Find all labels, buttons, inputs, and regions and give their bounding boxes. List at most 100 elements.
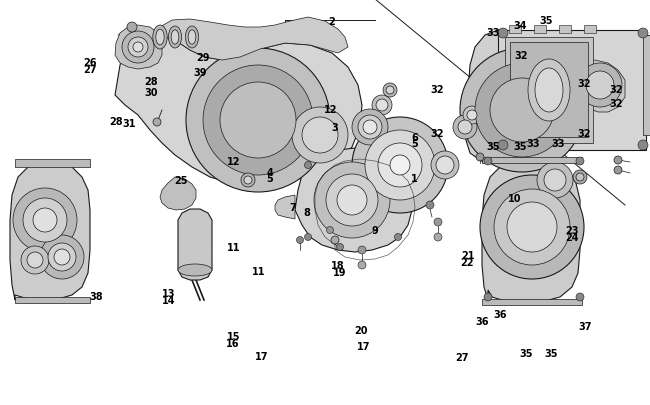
Bar [584, 26, 596, 34]
Circle shape [494, 190, 570, 265]
Circle shape [337, 185, 367, 215]
Circle shape [304, 234, 311, 241]
Circle shape [638, 29, 648, 39]
Text: 28: 28 [144, 77, 157, 87]
Circle shape [463, 107, 481, 125]
Circle shape [363, 121, 377, 135]
Text: 1: 1 [411, 173, 418, 183]
Text: 39: 39 [194, 68, 207, 78]
Circle shape [54, 249, 70, 265]
Circle shape [352, 118, 448, 213]
Polygon shape [10, 162, 90, 300]
Circle shape [326, 175, 378, 226]
Circle shape [23, 198, 67, 243]
Circle shape [480, 175, 584, 279]
Text: 32: 32 [430, 85, 443, 95]
Circle shape [395, 162, 402, 169]
Text: 7: 7 [289, 202, 296, 212]
Text: 21: 21 [462, 250, 474, 260]
Circle shape [573, 171, 587, 185]
Text: 27: 27 [455, 352, 468, 362]
Circle shape [475, 64, 569, 158]
Text: 11: 11 [252, 266, 265, 276]
Polygon shape [295, 149, 412, 252]
Circle shape [48, 243, 76, 271]
Text: 12: 12 [227, 157, 240, 167]
Ellipse shape [156, 30, 164, 46]
Circle shape [337, 244, 343, 251]
Text: 6: 6 [411, 133, 418, 143]
Polygon shape [482, 161, 580, 302]
Text: 36: 36 [476, 316, 489, 326]
Bar [15, 160, 90, 168]
Circle shape [426, 202, 434, 209]
Circle shape [484, 293, 492, 301]
Text: 24: 24 [566, 233, 578, 243]
Circle shape [578, 64, 622, 108]
Circle shape [352, 110, 388, 146]
Circle shape [544, 170, 566, 192]
Circle shape [203, 66, 313, 175]
Text: 5: 5 [411, 139, 418, 149]
Circle shape [431, 151, 459, 179]
Circle shape [453, 116, 477, 140]
Circle shape [127, 23, 137, 33]
Circle shape [326, 227, 333, 234]
Ellipse shape [528, 60, 570, 122]
Bar [534, 26, 546, 34]
Ellipse shape [171, 31, 179, 45]
Circle shape [537, 162, 573, 198]
Circle shape [390, 156, 410, 175]
Text: 34: 34 [514, 21, 526, 31]
Circle shape [458, 121, 472, 135]
Circle shape [372, 96, 392, 116]
Circle shape [614, 166, 622, 175]
Circle shape [378, 144, 422, 188]
Circle shape [358, 116, 382, 140]
Circle shape [122, 32, 154, 64]
Circle shape [244, 177, 252, 185]
Text: 23: 23 [566, 226, 578, 236]
Circle shape [153, 119, 161, 127]
Text: 5: 5 [266, 174, 273, 184]
Text: 16: 16 [226, 338, 239, 348]
Circle shape [436, 157, 454, 175]
Text: 36: 36 [494, 309, 507, 319]
Text: 27: 27 [83, 65, 96, 75]
Text: 14: 14 [162, 296, 176, 305]
Circle shape [241, 174, 255, 188]
Circle shape [21, 246, 49, 274]
Bar [559, 26, 571, 34]
Text: 10: 10 [508, 194, 521, 203]
Circle shape [358, 261, 366, 269]
Text: 17: 17 [358, 341, 370, 351]
Circle shape [292, 108, 348, 164]
Text: 19: 19 [333, 267, 346, 277]
Text: 12: 12 [324, 104, 337, 114]
Polygon shape [160, 177, 196, 211]
Text: 25: 25 [174, 175, 187, 185]
Circle shape [133, 43, 143, 53]
Bar [482, 158, 582, 164]
Text: 35: 35 [545, 348, 558, 358]
Circle shape [576, 293, 584, 301]
Circle shape [638, 141, 648, 151]
Circle shape [33, 209, 57, 232]
Circle shape [395, 234, 402, 241]
Circle shape [314, 162, 390, 239]
Circle shape [331, 237, 339, 244]
Circle shape [614, 157, 622, 164]
Polygon shape [275, 196, 295, 220]
Ellipse shape [185, 27, 199, 49]
Circle shape [296, 237, 304, 244]
Text: 33: 33 [486, 28, 499, 38]
Ellipse shape [188, 31, 196, 45]
Circle shape [507, 202, 557, 252]
Circle shape [27, 252, 43, 269]
Text: 20: 20 [355, 325, 368, 335]
Circle shape [434, 233, 442, 241]
Bar [498, 31, 646, 151]
Polygon shape [464, 31, 578, 166]
Circle shape [186, 49, 330, 192]
Text: 26: 26 [83, 58, 96, 68]
